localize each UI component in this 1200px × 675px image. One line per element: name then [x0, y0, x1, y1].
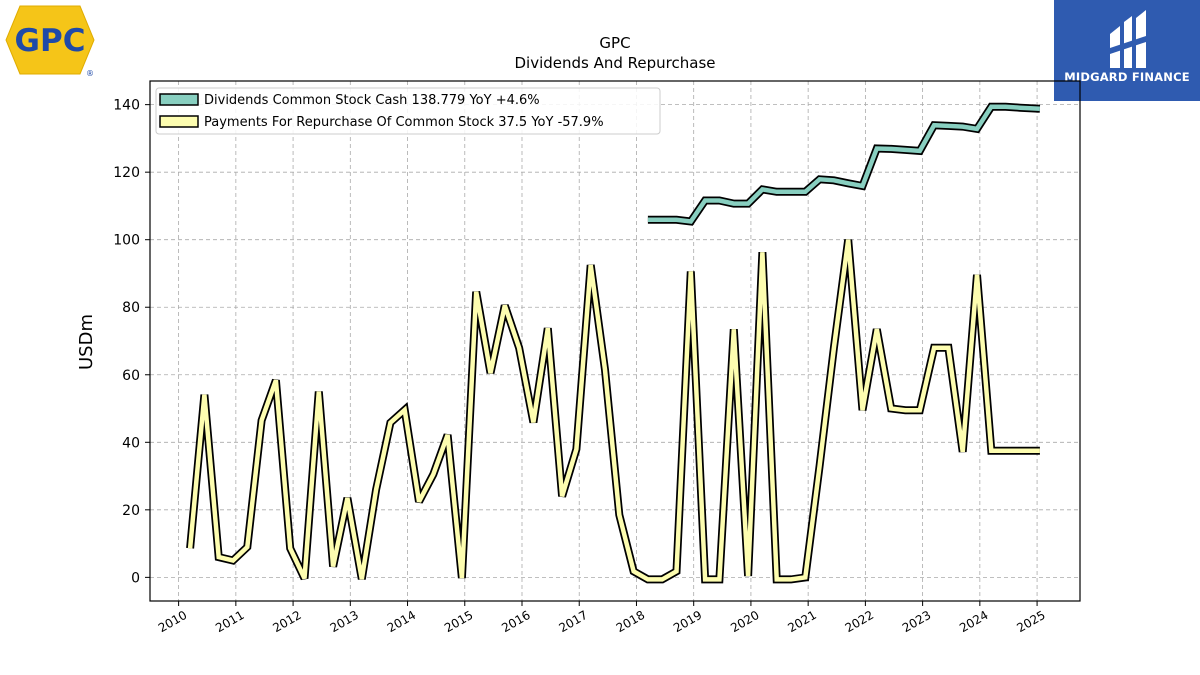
x-tick-label: 2019 [671, 608, 704, 635]
series-line-dividends [647, 104, 1041, 224]
legend-label-repurchase: Payments For Repurchase Of Common Stock … [204, 115, 604, 130]
gpc-logo: GPC ® [4, 4, 96, 78]
x-tick-label: 2010 [156, 608, 189, 635]
x-tick-label: 2025 [1014, 608, 1047, 635]
x-tick-label: 2022 [843, 608, 876, 635]
y-tick-label: 20 [122, 503, 140, 519]
chart-subtitle: Dividends And Repurchase [514, 54, 715, 72]
x-tick-label: 2024 [957, 608, 990, 635]
gpc-logo-registered: ® [86, 69, 94, 78]
x-tick-label: 2018 [614, 608, 647, 635]
plot-frame [149, 80, 1081, 602]
x-tick-label: 2021 [785, 608, 818, 635]
y-tick-label: 140 [113, 98, 140, 114]
y-tick-label: 0 [131, 570, 140, 586]
legend-swatch-dividends [159, 93, 199, 106]
x-tick-label: 2017 [557, 608, 590, 635]
x-tick-label: 2016 [499, 608, 532, 635]
y-tick-label: 120 [113, 165, 140, 181]
gpc-logo-text: GPC [15, 23, 86, 59]
x-tick-label: 2023 [900, 608, 933, 635]
y-axis: 0 20 40 60 80 100 120 140 [113, 98, 150, 586]
x-tick-label: 2014 [385, 608, 418, 635]
x-axis: 2010 2011 2012 2013 2014 2015 2016 2017 2018 2019… [156, 601, 1048, 635]
x-tick-label: 2011 [213, 608, 246, 635]
legend-label-dividends: Dividends Common Stock Cash 138.779 YoY … [204, 93, 540, 108]
series-layer [186, 102, 1041, 584]
y-axis-label: USDm [76, 314, 97, 370]
midgard-logo-text: MIDGARD FINANCE [1064, 70, 1190, 84]
legend-box [155, 87, 661, 135]
y-tick-label: 80 [122, 300, 140, 316]
x-tick-label: 2012 [270, 608, 303, 635]
x-tick-label: 2013 [328, 608, 361, 635]
series-line-repurchase [187, 239, 1040, 582]
y-tick-label: 60 [122, 368, 140, 384]
legend-swatch-repurchase [159, 115, 199, 128]
legend: Dividends Common Stock Cash 138.779 YoY … [155, 87, 661, 135]
x-tick-label: 2020 [728, 608, 761, 635]
y-tick-label: 100 [113, 233, 140, 249]
x-tick-label: 2015 [442, 608, 475, 635]
midgard-finance-logo: MIDGARD FINANCE [1054, 0, 1200, 101]
y-tick-label: 40 [122, 435, 140, 451]
midgard-mark-icon [1110, 10, 1146, 68]
chart-title: GPC [599, 34, 630, 52]
